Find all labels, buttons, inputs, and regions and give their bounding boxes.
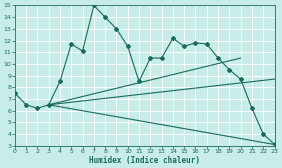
- X-axis label: Humidex (Indice chaleur): Humidex (Indice chaleur): [89, 156, 200, 164]
